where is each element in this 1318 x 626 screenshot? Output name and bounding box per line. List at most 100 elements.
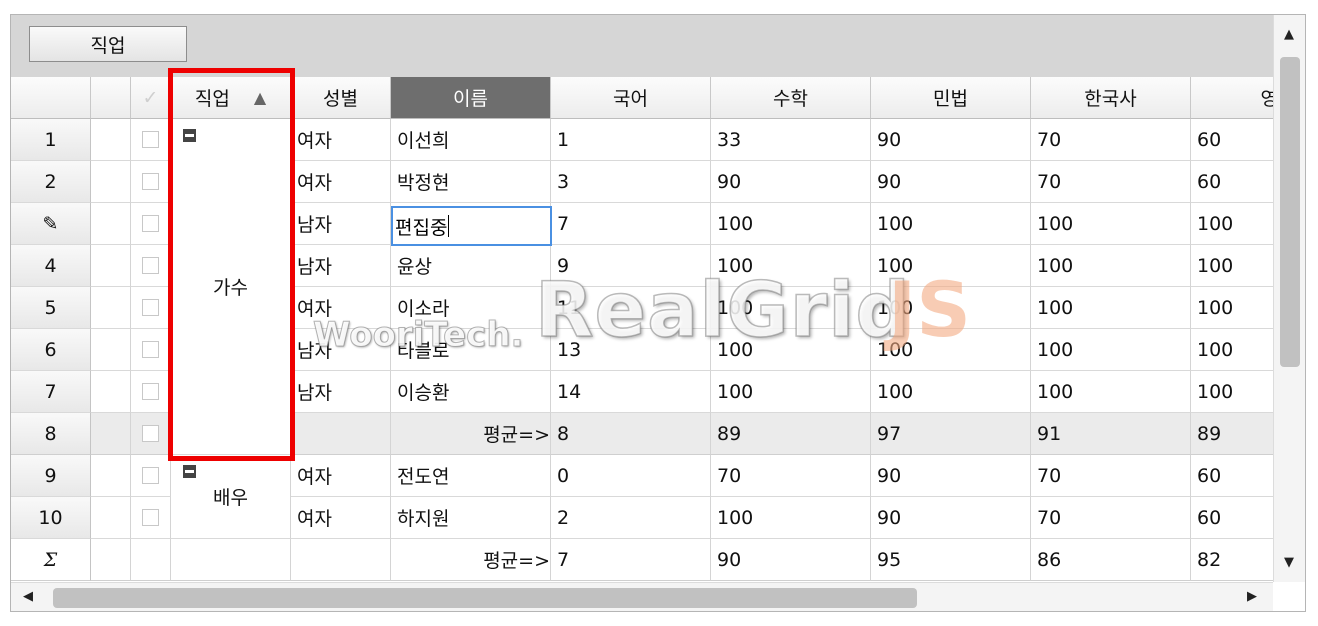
english-cell[interactable]: 100 (1191, 329, 1273, 371)
math-cell[interactable]: 100 (711, 245, 871, 287)
row-checkbox-cell[interactable] (131, 455, 171, 497)
math-cell[interactable]: 33 (711, 119, 871, 161)
math-cell[interactable]: 100 (711, 287, 871, 329)
check-all-icon[interactable]: ✓ (131, 77, 171, 119)
math-cell[interactable]: 90 (711, 161, 871, 203)
name-cell[interactable]: 이선희 (391, 119, 551, 161)
math-cell[interactable]: 100 (711, 329, 871, 371)
scroll-up-icon[interactable]: ▲ (1284, 27, 1294, 42)
row-checkbox[interactable] (142, 467, 159, 484)
gender-cell[interactable]: 여자 (291, 161, 391, 203)
row-checkbox[interactable] (142, 131, 159, 148)
name-cell[interactable]: 박정현 (391, 161, 551, 203)
row-checkbox-cell[interactable] (131, 287, 171, 329)
history-cell[interactable]: 70 (1031, 161, 1191, 203)
english-cell[interactable]: 100 (1191, 245, 1273, 287)
civil-law-cell[interactable]: 100 (871, 203, 1031, 245)
gender-cell[interactable]: 남자 (291, 329, 391, 371)
korean-cell[interactable]: 11 (551, 287, 711, 329)
table-row[interactable]: 6 남자 타블로 13 100 100 100 100 (11, 329, 1273, 371)
gender-cell[interactable]: 남자 (291, 203, 391, 245)
korean-cell[interactable]: 3 (551, 161, 711, 203)
row-checkbox-cell[interactable] (131, 371, 171, 413)
gender-cell[interactable]: 남자 (291, 371, 391, 413)
civil-law-cell[interactable]: 90 (871, 119, 1031, 161)
civil-law-cell[interactable]: 90 (871, 455, 1031, 497)
english-cell[interactable]: 60 (1191, 161, 1273, 203)
korean-cell[interactable]: 9 (551, 245, 711, 287)
row-checkbox-cell[interactable] (131, 497, 171, 539)
row-checkbox[interactable] (142, 215, 159, 232)
name-cell[interactable]: 하지원 (391, 497, 551, 539)
math-cell[interactable]: 100 (711, 497, 871, 539)
korean-cell[interactable]: 13 (551, 329, 711, 371)
group-by-job-button[interactable]: 직업 (29, 26, 187, 62)
column-header-name[interactable]: 이름 (391, 77, 551, 119)
gender-cell[interactable]: 여자 (291, 455, 391, 497)
column-header-gender[interactable]: 성별 (291, 77, 391, 119)
row-checkbox-cell[interactable] (131, 413, 171, 455)
table-row[interactable]: 2 여자 박정현 3 90 90 70 60 (11, 161, 1273, 203)
table-row[interactable]: 10 여자 하지원 2 100 90 70 60 (11, 497, 1273, 539)
name-cell[interactable]: 전도연 (391, 455, 551, 497)
gender-cell[interactable]: 여자 (291, 119, 391, 161)
row-checkbox-cell[interactable] (131, 329, 171, 371)
column-header-job[interactable]: 직업 ▲ (171, 77, 291, 119)
history-cell[interactable]: 100 (1031, 371, 1191, 413)
name-cell[interactable]: 이소라 (391, 287, 551, 329)
row-checkbox[interactable] (142, 173, 159, 190)
column-header-math[interactable]: 수학 (711, 77, 871, 119)
history-cell[interactable]: 100 (1031, 329, 1191, 371)
korean-cell[interactable]: 14 (551, 371, 711, 413)
horizontal-scrollbar[interactable]: ◀ ▶ (11, 582, 1273, 611)
korean-cell[interactable]: 7 (551, 203, 711, 245)
name-cell[interactable]: 윤상 (391, 245, 551, 287)
english-cell[interactable]: 60 (1191, 119, 1273, 161)
column-header-korean[interactable]: 국어 (551, 77, 711, 119)
row-checkbox[interactable] (142, 383, 159, 400)
history-cell[interactable]: 100 (1031, 203, 1191, 245)
name-cell[interactable]: 타블로 (391, 329, 551, 371)
civil-law-cell[interactable]: 100 (871, 371, 1031, 413)
civil-law-cell[interactable]: 100 (871, 287, 1031, 329)
history-cell[interactable]: 70 (1031, 119, 1191, 161)
name-cell[interactable]: 이승환 (391, 371, 551, 413)
korean-cell[interactable]: 2 (551, 497, 711, 539)
history-cell[interactable]: 100 (1031, 245, 1191, 287)
english-cell[interactable]: 60 (1191, 455, 1273, 497)
collapse-group-icon[interactable] (183, 129, 196, 142)
civil-law-cell[interactable]: 90 (871, 497, 1031, 539)
row-checkbox-cell[interactable] (131, 119, 171, 161)
gender-cell[interactable]: 여자 (291, 497, 391, 539)
row-checkbox[interactable] (142, 299, 159, 316)
scroll-right-icon[interactable]: ▶ (1247, 589, 1257, 604)
row-checkbox-cell[interactable] (131, 245, 171, 287)
row-checkbox[interactable] (142, 425, 159, 442)
korean-cell[interactable]: 1 (551, 119, 711, 161)
civil-law-cell[interactable]: 100 (871, 245, 1031, 287)
english-cell[interactable]: 100 (1191, 203, 1273, 245)
group-cell-singer[interactable]: 가수 (171, 119, 291, 455)
collapse-group-icon[interactable] (183, 465, 196, 478)
row-checkbox[interactable] (142, 341, 159, 358)
english-cell[interactable]: 100 (1191, 371, 1273, 413)
civil-law-cell[interactable]: 100 (871, 329, 1031, 371)
history-cell[interactable]: 100 (1031, 287, 1191, 329)
history-cell[interactable]: 70 (1031, 455, 1191, 497)
column-header-history[interactable]: 한국사 (1031, 77, 1191, 119)
english-cell[interactable]: 60 (1191, 497, 1273, 539)
table-row[interactable]: 4 남자 윤상 9 100 100 100 100 (11, 245, 1273, 287)
math-cell[interactable]: 100 (711, 203, 871, 245)
table-row[interactable]: 9 여자 전도연 0 70 90 70 60 (11, 455, 1273, 497)
gender-cell[interactable]: 남자 (291, 245, 391, 287)
scroll-down-icon[interactable]: ▼ (1284, 555, 1294, 570)
column-header-english[interactable]: 영 (1191, 77, 1273, 119)
cell-editor-input[interactable]: 편집중 (391, 206, 552, 246)
table-row[interactable]: 1 여자 이선희 1 33 90 70 60 (11, 119, 1273, 161)
english-cell[interactable]: 100 (1191, 287, 1273, 329)
vertical-scrollbar[interactable]: ▲ ▼ (1273, 15, 1305, 582)
math-cell[interactable]: 70 (711, 455, 871, 497)
column-header-civil-law[interactable]: 민법 (871, 77, 1031, 119)
gender-cell[interactable]: 여자 (291, 287, 391, 329)
math-cell[interactable]: 100 (711, 371, 871, 413)
